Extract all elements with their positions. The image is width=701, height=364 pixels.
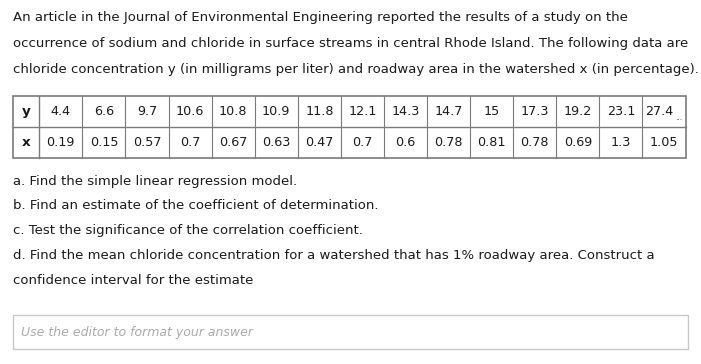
Text: ...: ... (676, 113, 683, 122)
Text: chloride concentration y (in milligrams per liter) and roadway area in the water: chloride concentration y (in milligrams … (13, 63, 698, 76)
Text: 0.7: 0.7 (180, 136, 200, 149)
Text: d. Find the mean chloride concentration for a watershed that has 1% roadway area: d. Find the mean chloride concentration … (13, 249, 654, 262)
Text: 14.7: 14.7 (435, 106, 463, 118)
Text: occurrence of sodium and chloride in surface streams in central Rhode Island. Th: occurrence of sodium and chloride in sur… (13, 37, 688, 50)
Text: 10.9: 10.9 (262, 106, 290, 118)
Text: 27.4: 27.4 (645, 106, 673, 118)
Text: Use the editor to format your answer: Use the editor to format your answer (21, 326, 253, 339)
Text: 0.57: 0.57 (132, 136, 161, 149)
Text: 10.6: 10.6 (176, 106, 204, 118)
Text: 0.78: 0.78 (435, 136, 463, 149)
Text: 0.19: 0.19 (46, 136, 75, 149)
Text: 0.63: 0.63 (262, 136, 290, 149)
Bar (13, 315, 688, 349)
Text: 0.67: 0.67 (219, 136, 247, 149)
Text: x: x (22, 136, 30, 149)
Text: 19.2: 19.2 (564, 106, 592, 118)
Text: 0.7: 0.7 (352, 136, 373, 149)
Text: y: y (22, 106, 30, 118)
Text: 0.78: 0.78 (521, 136, 549, 149)
Bar (13, 96, 686, 158)
Text: 23.1: 23.1 (607, 106, 635, 118)
Text: 0.6: 0.6 (395, 136, 416, 149)
Text: 17.3: 17.3 (521, 106, 549, 118)
Text: An article in the Journal of Environmental Engineering reported the results of a: An article in the Journal of Environment… (13, 11, 627, 24)
Text: 6.6: 6.6 (94, 106, 114, 118)
Text: 0.81: 0.81 (477, 136, 506, 149)
Text: 15: 15 (484, 106, 500, 118)
Text: b. Find an estimate of the coefficient of determination.: b. Find an estimate of the coefficient o… (13, 199, 378, 213)
Text: 1.3: 1.3 (611, 136, 631, 149)
Text: confidence interval for the estimate: confidence interval for the estimate (13, 274, 253, 287)
Text: 12.1: 12.1 (348, 106, 376, 118)
Text: 0.15: 0.15 (90, 136, 118, 149)
Text: a. Find the simple linear regression model.: a. Find the simple linear regression mod… (13, 175, 297, 188)
Text: 9.7: 9.7 (137, 106, 157, 118)
Text: 10.8: 10.8 (219, 106, 247, 118)
Text: 11.8: 11.8 (305, 106, 334, 118)
Text: c. Test the significance of the correlation coefficient.: c. Test the significance of the correlat… (13, 224, 362, 237)
Text: 0.69: 0.69 (564, 136, 592, 149)
Text: 0.47: 0.47 (305, 136, 334, 149)
Text: 1.05: 1.05 (650, 136, 679, 149)
Text: 14.3: 14.3 (391, 106, 420, 118)
Text: 4.4: 4.4 (50, 106, 71, 118)
